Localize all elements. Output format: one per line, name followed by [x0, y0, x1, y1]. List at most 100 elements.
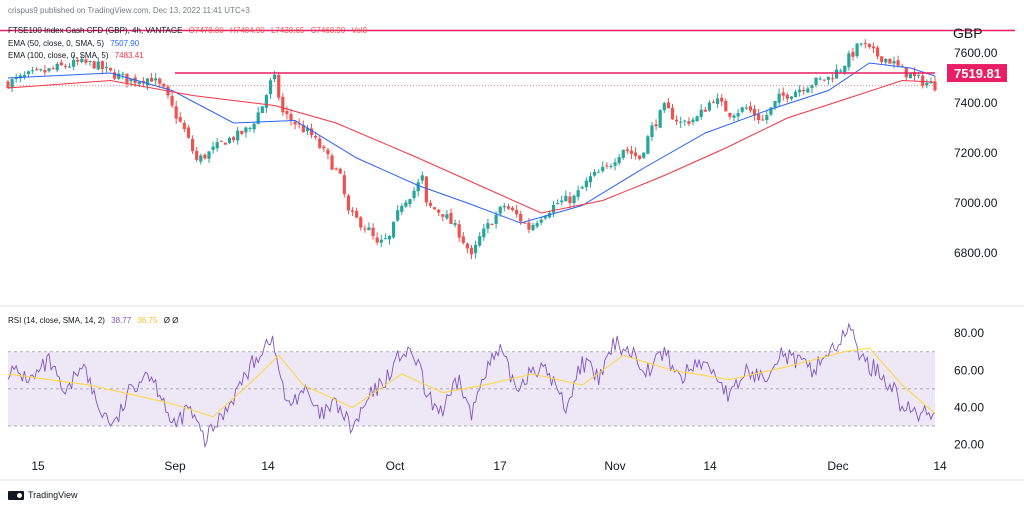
candle-body: [387, 235, 392, 240]
candle-body: [72, 59, 76, 67]
ema50-value: 7507.90: [110, 39, 140, 48]
candle-body: [867, 43, 871, 47]
candle-body: [884, 58, 888, 63]
candle-body: [490, 224, 494, 226]
price-tick-label: 6800.00: [954, 246, 998, 260]
candle-body: [113, 72, 117, 79]
candle-body: [465, 243, 469, 249]
candle-body: [117, 73, 121, 79]
candle-body: [416, 182, 420, 192]
time-tick-label: Dec: [827, 459, 848, 473]
candle-body: [789, 96, 794, 100]
candle-body: [510, 207, 515, 211]
candle-body: [781, 92, 785, 96]
candle-body: [22, 75, 27, 77]
candle-body: [691, 119, 695, 123]
candle-body: [145, 78, 150, 86]
currency-label: GBP: [953, 25, 983, 41]
candle-body: [10, 79, 14, 88]
candle-body: [31, 70, 35, 72]
time-tick-label: 14: [261, 459, 275, 473]
candle-body: [826, 76, 830, 80]
candle-body: [814, 77, 818, 86]
candle-body: [793, 91, 798, 98]
candle-body: [14, 77, 18, 80]
candle-body: [543, 216, 547, 219]
price-grid: [0, 305, 1024, 481]
candle-body: [318, 138, 322, 148]
candle-body: [638, 155, 642, 159]
candle-body: [629, 150, 634, 154]
candle-body: [137, 81, 141, 85]
candle-body: [129, 79, 133, 82]
candles: [6, 39, 937, 260]
horizontal-lines: [0, 29, 1015, 87]
candle-body: [494, 214, 498, 224]
candle-body: [264, 95, 269, 108]
candle-body: [699, 109, 703, 117]
candle-body: [752, 108, 757, 116]
candle-body: [711, 102, 716, 104]
ohlc-high: H7484.90: [230, 26, 265, 35]
price-tick-label: 7200.00: [954, 146, 998, 160]
candle-body: [207, 151, 211, 159]
candle-body: [277, 74, 281, 98]
candle-body: [707, 102, 712, 111]
candle-body: [236, 130, 240, 141]
candle-body: [539, 219, 543, 223]
candle-body: [502, 205, 506, 208]
candle-body: [679, 121, 683, 123]
candle-body: [830, 78, 835, 80]
candle-body: [158, 78, 162, 84]
candle-body: [851, 51, 855, 57]
candle-body: [227, 137, 232, 144]
rsi-label: RSI (14, close, SMA, 14, 2): [8, 316, 105, 325]
candle-body: [613, 162, 617, 166]
candle-body: [802, 89, 806, 92]
candle-body: [35, 68, 39, 70]
candle-body: [88, 60, 92, 62]
candle-body: [252, 123, 256, 130]
candle-body: [761, 119, 765, 121]
candle-body: [268, 80, 273, 95]
candle-body: [605, 165, 609, 167]
candle-body: [806, 88, 810, 93]
candle-body: [199, 155, 203, 162]
rsi-sma-value: 36.75: [137, 316, 158, 325]
candle-body: [80, 58, 84, 63]
candle-body: [732, 115, 736, 118]
ema100-value: 7483.41: [114, 51, 144, 60]
candle-body: [621, 149, 625, 158]
candle-body: [506, 206, 511, 209]
candle-body: [449, 212, 453, 224]
candle-body: [92, 61, 96, 69]
candle-body: [765, 115, 769, 121]
candle-body: [469, 247, 474, 255]
candle-body: [412, 190, 416, 199]
candle-body: [174, 106, 178, 119]
candle-body: [695, 116, 699, 122]
candle-body: [121, 73, 125, 75]
price-tick-label: 7000.00: [954, 196, 998, 210]
candle-body: [560, 200, 564, 203]
price-axis: 7600.00 7400.00 7200.00 7000.00 6800.00 GBP 75…: [947, 25, 1007, 260]
candle-body: [720, 97, 724, 102]
time-tick-label: 17: [493, 459, 507, 473]
candle-body: [6, 81, 10, 88]
candle-body: [912, 72, 917, 77]
candle-body: [400, 206, 404, 212]
candle-body: [576, 190, 580, 197]
candle-body: [424, 176, 428, 203]
rsi-value: 38.77: [111, 316, 132, 325]
candle-body: [186, 127, 191, 138]
candle-body: [461, 236, 465, 244]
candle-body: [104, 66, 109, 68]
candle-body: [203, 154, 207, 159]
last-price-badge: [947, 64, 1007, 83]
candle-body: [871, 46, 876, 49]
candle-body: [371, 227, 375, 237]
rsi-pane: 80.00 60.00 40.00 20.00: [7, 322, 984, 452]
candle-body: [248, 127, 252, 129]
candle-body: [642, 152, 646, 158]
candle-body: [843, 65, 847, 73]
